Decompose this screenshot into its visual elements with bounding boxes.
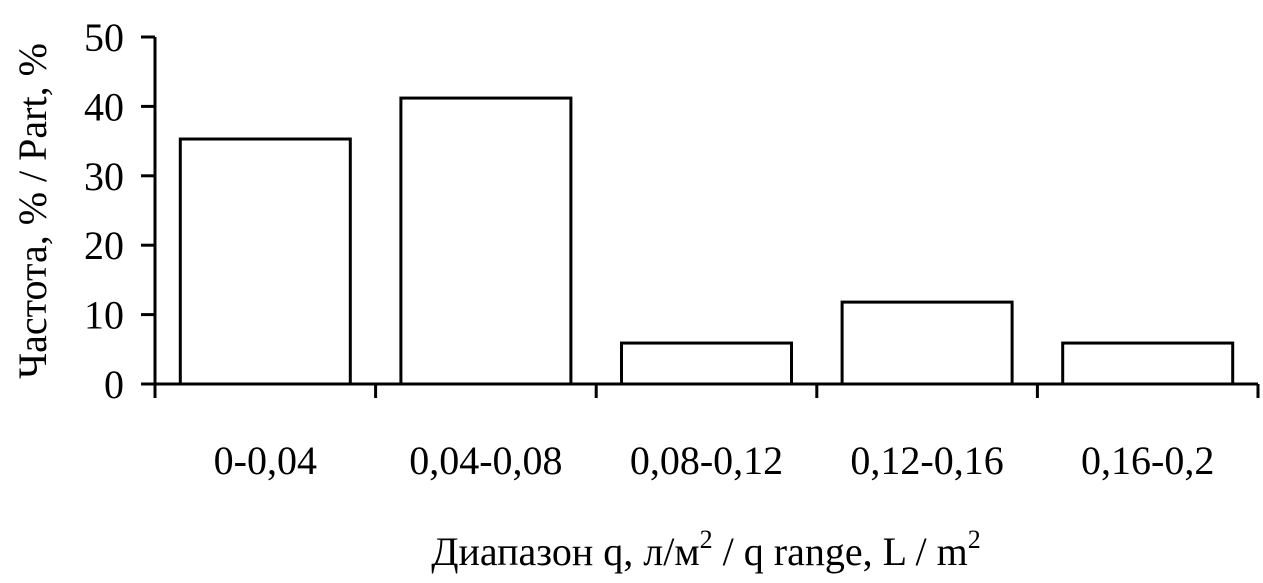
bar-4 <box>1061 341 1235 386</box>
x-tick-label-4: 0,16-0,2 <box>1081 438 1214 483</box>
bar-3 <box>840 300 1014 386</box>
x-axis-label-middle: / q range, L / m <box>713 529 968 574</box>
y-tick-labels: 0 10 20 30 40 50 <box>84 15 124 407</box>
x-tick-label-0: 0-0,04 <box>214 438 317 483</box>
y-axis-label: Частота, % / Part, % <box>10 43 55 379</box>
bars-group <box>178 96 1235 386</box>
x-axis-label: Диапазон q, л/м2 / q range, L / m2 <box>431 525 981 574</box>
bar-2 <box>620 341 793 386</box>
y-tick-label-5: 50 <box>84 15 124 60</box>
bar-1 <box>399 96 573 386</box>
bar-0 <box>178 137 352 386</box>
y-tick-label-2: 20 <box>84 223 124 268</box>
y-tick-label-3: 30 <box>84 154 124 199</box>
x-tick-label-3: 0,12-0,16 <box>850 438 1003 483</box>
y-tick-label-0: 0 <box>104 362 124 407</box>
x-tick-label-2: 0,08-0,12 <box>630 438 783 483</box>
x-tick-labels: 0-0,04 0,04-0,08 0,08-0,12 0,12-0,16 0,16-0,… <box>214 438 1215 483</box>
x-tick-label-1: 0,04-0,08 <box>409 438 562 483</box>
y-tick-label-4: 40 <box>84 84 124 129</box>
axes-group <box>141 35 1260 398</box>
y-tick-label-1: 10 <box>84 293 124 338</box>
x-axis-label-superscript-2: 2 <box>968 525 981 554</box>
x-axis-label-superscript-1: 2 <box>700 525 713 554</box>
x-axis-label-main: Диапазон q, л/м <box>431 529 699 574</box>
